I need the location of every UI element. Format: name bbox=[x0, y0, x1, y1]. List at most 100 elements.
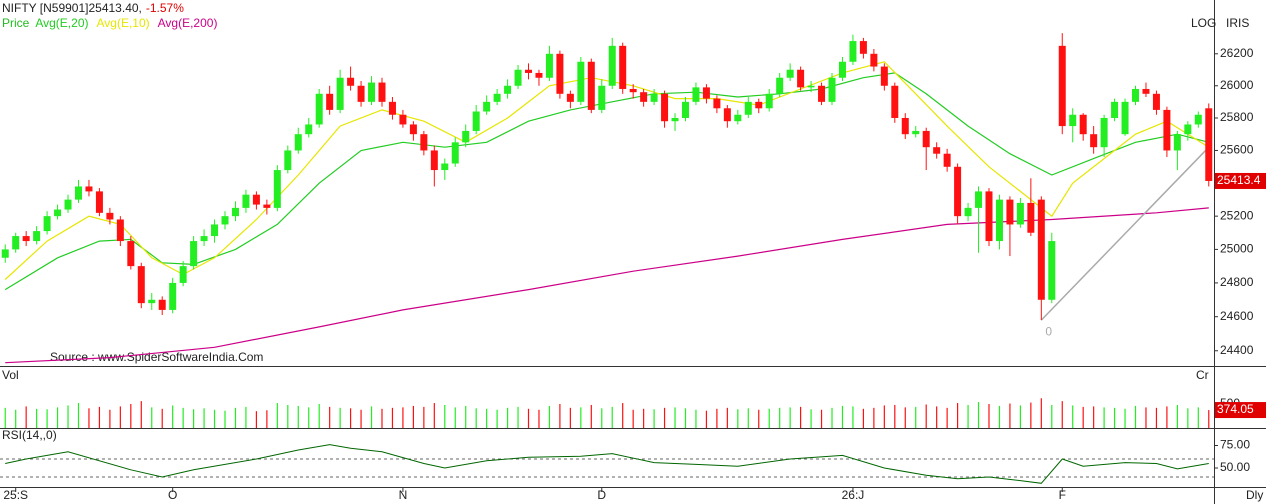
candle-body bbox=[169, 282, 177, 310]
candle-body bbox=[1100, 117, 1108, 148]
candle-body bbox=[430, 150, 438, 171]
candle-body bbox=[765, 93, 773, 109]
candle-body bbox=[357, 85, 365, 102]
candle-body bbox=[1163, 109, 1171, 151]
candle-body bbox=[1194, 114, 1202, 125]
candle-body bbox=[388, 101, 396, 115]
candle-body bbox=[1006, 199, 1014, 225]
candle-body bbox=[661, 93, 669, 122]
candle-body bbox=[12, 236, 20, 250]
candle-body bbox=[713, 98, 721, 109]
scale-label: LOG bbox=[1191, 16, 1216, 30]
candle-body bbox=[629, 88, 637, 93]
candle-body bbox=[870, 53, 878, 67]
candle-body bbox=[744, 101, 752, 115]
candle-body bbox=[975, 191, 983, 208]
candle-body bbox=[545, 53, 553, 78]
candle-body bbox=[242, 194, 250, 208]
candle-body bbox=[954, 166, 962, 217]
volume-label: Vol bbox=[2, 368, 19, 382]
candle-body bbox=[671, 117, 679, 122]
chart-title: NIFTY [N59901]25413.40, bbox=[2, 1, 142, 15]
candle-body bbox=[106, 212, 114, 220]
candle-body bbox=[1058, 45, 1066, 127]
candle-body bbox=[901, 117, 909, 135]
x-tick-label: N bbox=[399, 488, 408, 502]
candle-body bbox=[943, 153, 951, 167]
candle-body bbox=[158, 299, 166, 310]
candle-body bbox=[179, 266, 187, 283]
candle-body bbox=[849, 41, 857, 62]
candle-body bbox=[692, 87, 700, 102]
candle-body bbox=[33, 231, 41, 242]
candle-body bbox=[252, 194, 260, 205]
y-tick-label: 24400 bbox=[1220, 343, 1254, 357]
rsi-label: RSI(14,,0) bbox=[2, 428, 57, 442]
candle-body bbox=[409, 124, 417, 135]
candle-body bbox=[933, 147, 941, 154]
candle-body bbox=[504, 85, 512, 94]
x-tick-label: O bbox=[168, 488, 177, 502]
candle-body bbox=[441, 163, 449, 171]
last-volume-label: 374.05 bbox=[1217, 402, 1254, 416]
candle-body bbox=[420, 134, 428, 151]
candle-body bbox=[127, 241, 135, 267]
legend-title: Price bbox=[2, 16, 30, 30]
period: Dly bbox=[1246, 488, 1263, 502]
candle-body bbox=[1069, 114, 1077, 127]
candle-body bbox=[1205, 108, 1213, 181]
candle-body bbox=[64, 199, 72, 210]
candle-body bbox=[1142, 88, 1150, 94]
candle-body bbox=[22, 236, 30, 242]
last-price-label: 25413.4 bbox=[1217, 173, 1261, 187]
x-tick-label: 26:J bbox=[842, 488, 865, 502]
y-tick-label: 24600 bbox=[1220, 309, 1254, 323]
candle-body bbox=[608, 45, 616, 86]
candle-body bbox=[577, 61, 585, 102]
moving-average-line bbox=[5, 207, 1209, 364]
y-tick-label: 24800 bbox=[1220, 275, 1254, 289]
candle-body bbox=[818, 85, 826, 102]
candle-body bbox=[1184, 124, 1192, 135]
y-tick-label: 25000 bbox=[1220, 242, 1254, 256]
candle-body bbox=[1, 249, 9, 258]
candle-body bbox=[451, 142, 459, 164]
candle-body bbox=[681, 101, 689, 118]
candle-body bbox=[891, 85, 899, 118]
candle-body bbox=[964, 207, 972, 217]
candle-body bbox=[483, 101, 491, 112]
candle-body bbox=[294, 134, 302, 151]
candle-body bbox=[1111, 101, 1119, 118]
candle-body bbox=[1016, 202, 1024, 225]
candle-body bbox=[200, 236, 208, 242]
candle-body bbox=[535, 72, 543, 78]
candle-body bbox=[1090, 134, 1098, 148]
candle-body bbox=[1121, 101, 1129, 135]
candle-body bbox=[493, 93, 501, 102]
candle-body bbox=[525, 69, 533, 73]
candle-body bbox=[211, 224, 219, 237]
candle-body bbox=[1132, 88, 1140, 102]
candle-body bbox=[336, 77, 344, 110]
candle-body bbox=[640, 92, 648, 102]
candle-body bbox=[1152, 93, 1160, 110]
candle-body bbox=[95, 191, 103, 213]
candle-body bbox=[838, 61, 846, 78]
x-tick-label: D bbox=[597, 488, 606, 502]
candle-body bbox=[650, 93, 658, 102]
last-price-box bbox=[1215, 172, 1266, 189]
candle-body bbox=[472, 111, 480, 131]
candle-body bbox=[148, 299, 156, 304]
candle-body bbox=[116, 219, 124, 242]
x-tick-label: F bbox=[1059, 488, 1066, 502]
legend-entry: Avg(E,20) bbox=[35, 16, 88, 30]
candle-body bbox=[995, 199, 1003, 242]
candle-body bbox=[755, 101, 763, 109]
y-tick-label: 25600 bbox=[1220, 143, 1254, 157]
candle-body bbox=[985, 191, 993, 242]
candle-body bbox=[776, 77, 784, 94]
candle-body bbox=[347, 77, 355, 86]
candle-body bbox=[587, 61, 595, 110]
y-tick-label: 26200 bbox=[1220, 46, 1254, 60]
